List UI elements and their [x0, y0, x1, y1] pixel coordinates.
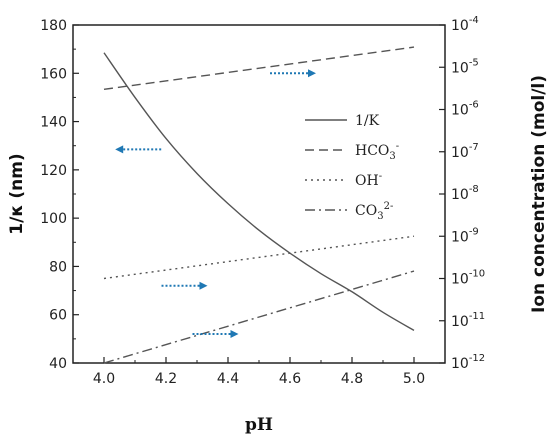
- y-right-tick-label: 10-11: [451, 311, 485, 330]
- annotation-arrow-head: [199, 281, 208, 290]
- y-right-tick-label: 10-10: [451, 269, 485, 288]
- y-left-tick-label: 40: [49, 356, 67, 372]
- x-axis: 4.0 4.2 4.4 4.6 4.8 5.0: [93, 357, 425, 387]
- y-left-tick-label: 60: [49, 308, 67, 324]
- series-line: [103, 270, 415, 364]
- plot-frame: [72, 24, 446, 364]
- y-left-tick-label: 80: [49, 259, 67, 275]
- y-left-tick-label: 100: [40, 211, 67, 227]
- legend-label: OH-: [355, 171, 382, 189]
- y-left-axis-title: 1/κ (nm): [7, 153, 27, 234]
- annotation-arrow-head: [115, 145, 124, 154]
- annotation-arrows: [115, 69, 316, 339]
- y-left-axis: 40 60 80 100 120 140 160 180: [40, 18, 79, 372]
- y-left-tick-label: 140: [40, 115, 67, 131]
- annotation-arrow-head: [230, 330, 239, 339]
- series-layer: [103, 46, 415, 364]
- y-left-tick-label: 120: [40, 163, 67, 179]
- x-tick-label: 4.0: [93, 371, 115, 387]
- x-tick-label: 4.8: [341, 371, 363, 387]
- legend: 1/K HCO3- OH- CO32-: [305, 113, 399, 222]
- legend-label: CO32-: [355, 201, 393, 222]
- x-tick-label: 5.0: [403, 371, 425, 387]
- y-right-tick-label: 10-12: [451, 353, 485, 372]
- y-right-tick-label: 10-6: [451, 100, 479, 119]
- x-tick-label: 4.2: [155, 371, 177, 387]
- legend-label: HCO3-: [355, 141, 399, 162]
- y-left-tick-label: 160: [40, 66, 67, 82]
- x-axis-title: pH: [245, 415, 273, 435]
- series-line: [103, 52, 415, 332]
- y-right-tick-label: 10-9: [451, 226, 479, 245]
- y-right-tick-label: 10-8: [451, 184, 479, 203]
- annotation-arrow-head: [308, 69, 316, 78]
- y-right-axis: 10-12 10-11 10-10 10-9 10-8 10-7 10-6 10-5 10-4: [439, 15, 485, 372]
- series-line: [103, 46, 415, 91]
- y-right-tick-label: 10-4: [451, 15, 479, 34]
- x-tick-label: 4.6: [279, 371, 301, 387]
- x-tick-label: 4.4: [217, 371, 239, 387]
- y-right-axis-title: Ion concentration (mol/l): [529, 75, 549, 313]
- y-right-tick-label: 10-5: [451, 57, 479, 76]
- series-line: [103, 235, 415, 280]
- y-right-tick-label: 10-7: [451, 142, 479, 161]
- legend-label: 1/K: [355, 113, 380, 129]
- y-left-tick-label: 180: [40, 18, 67, 34]
